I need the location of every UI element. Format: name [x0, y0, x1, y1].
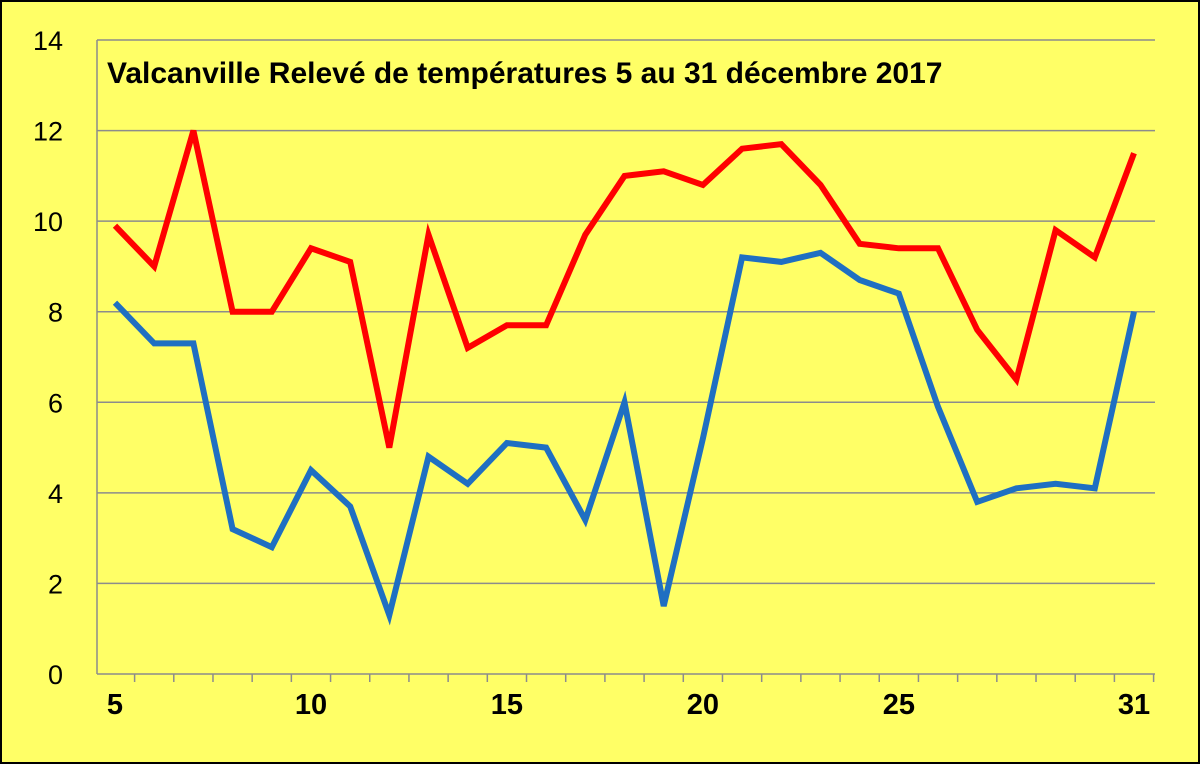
x-tick-label-20: 20 [687, 689, 719, 721]
y-axis-tick-labels: 0 2 4 6 8 10 12 14 [33, 26, 63, 690]
x-axis-tick-labels: 5 10 15 20 25 31 [107, 689, 1150, 721]
x-tick-label-5: 5 [107, 689, 123, 721]
x-tick-label-10: 10 [295, 689, 327, 721]
x-tick-label-15: 15 [491, 689, 523, 721]
y-tick-label-2: 2 [48, 569, 63, 599]
y-tick-label-14: 14 [33, 26, 63, 56]
x-tick-label-31: 31 [1118, 689, 1150, 721]
x-tick-label-25: 25 [883, 689, 915, 721]
chart-title: Valcanville Relevé de températures 5 au … [107, 57, 943, 90]
series-lines [112, 129, 1137, 626]
y-tick-label-8: 8 [48, 298, 63, 328]
series-line-2 [112, 249, 1137, 626]
y-tick-label-12: 12 [33, 117, 63, 147]
y-tick-label-0: 0 [48, 660, 63, 690]
axes [96, 40, 1155, 682]
y-tick-label-4: 4 [48, 479, 63, 509]
y-tick-label-6: 6 [48, 388, 63, 418]
y-tick-label-10: 10 [33, 207, 63, 237]
series-line-1 [112, 129, 1137, 449]
